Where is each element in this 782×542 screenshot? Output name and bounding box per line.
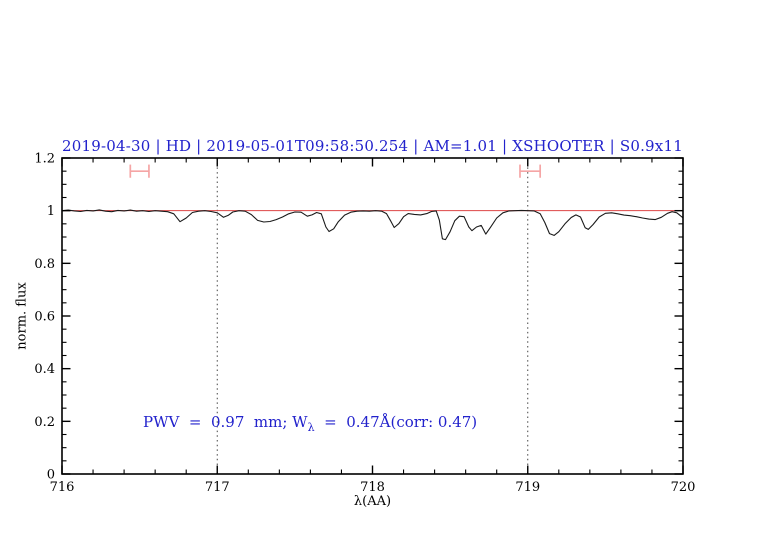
y-tick-label: 0.4 [34,362,55,377]
pwv-annotation-sub: λ [307,421,315,434]
x-tick-label: 716 [50,480,75,495]
x-tick-label: 719 [515,480,540,495]
y-tick-label: 1 [47,204,55,219]
y-tick-label: 0.8 [34,257,55,272]
x-tick-label: 718 [360,480,385,495]
spectrum-line [61,209,684,241]
y-tick-label: 1.2 [34,152,55,167]
x-axis-label: λ(AA) [353,494,392,509]
y-tick-label: 0.2 [34,415,55,430]
pwv-annotation-pre: PWV = 0.97 mm; W [143,413,308,431]
telluric-interval-marker [129,164,150,178]
y-tick-label: 0 [47,468,55,483]
y-tick-label: 0.6 [34,310,55,325]
y-axis-label: norm. flux [14,282,30,350]
x-tick-label: 720 [671,480,696,495]
pwv-annotation: PWV = 0.97 mm; Wλ = 0.47Å(corr: 0.47) [143,413,478,434]
plot-title: 2019-04-30 | HD | 2019-05-01T09:58:50.25… [62,137,683,155]
x-tick-label: 717 [205,480,230,495]
telluric-interval-marker [519,164,542,178]
pwv-annotation-post: = 0.47Å(corr: 0.47) [314,413,478,431]
